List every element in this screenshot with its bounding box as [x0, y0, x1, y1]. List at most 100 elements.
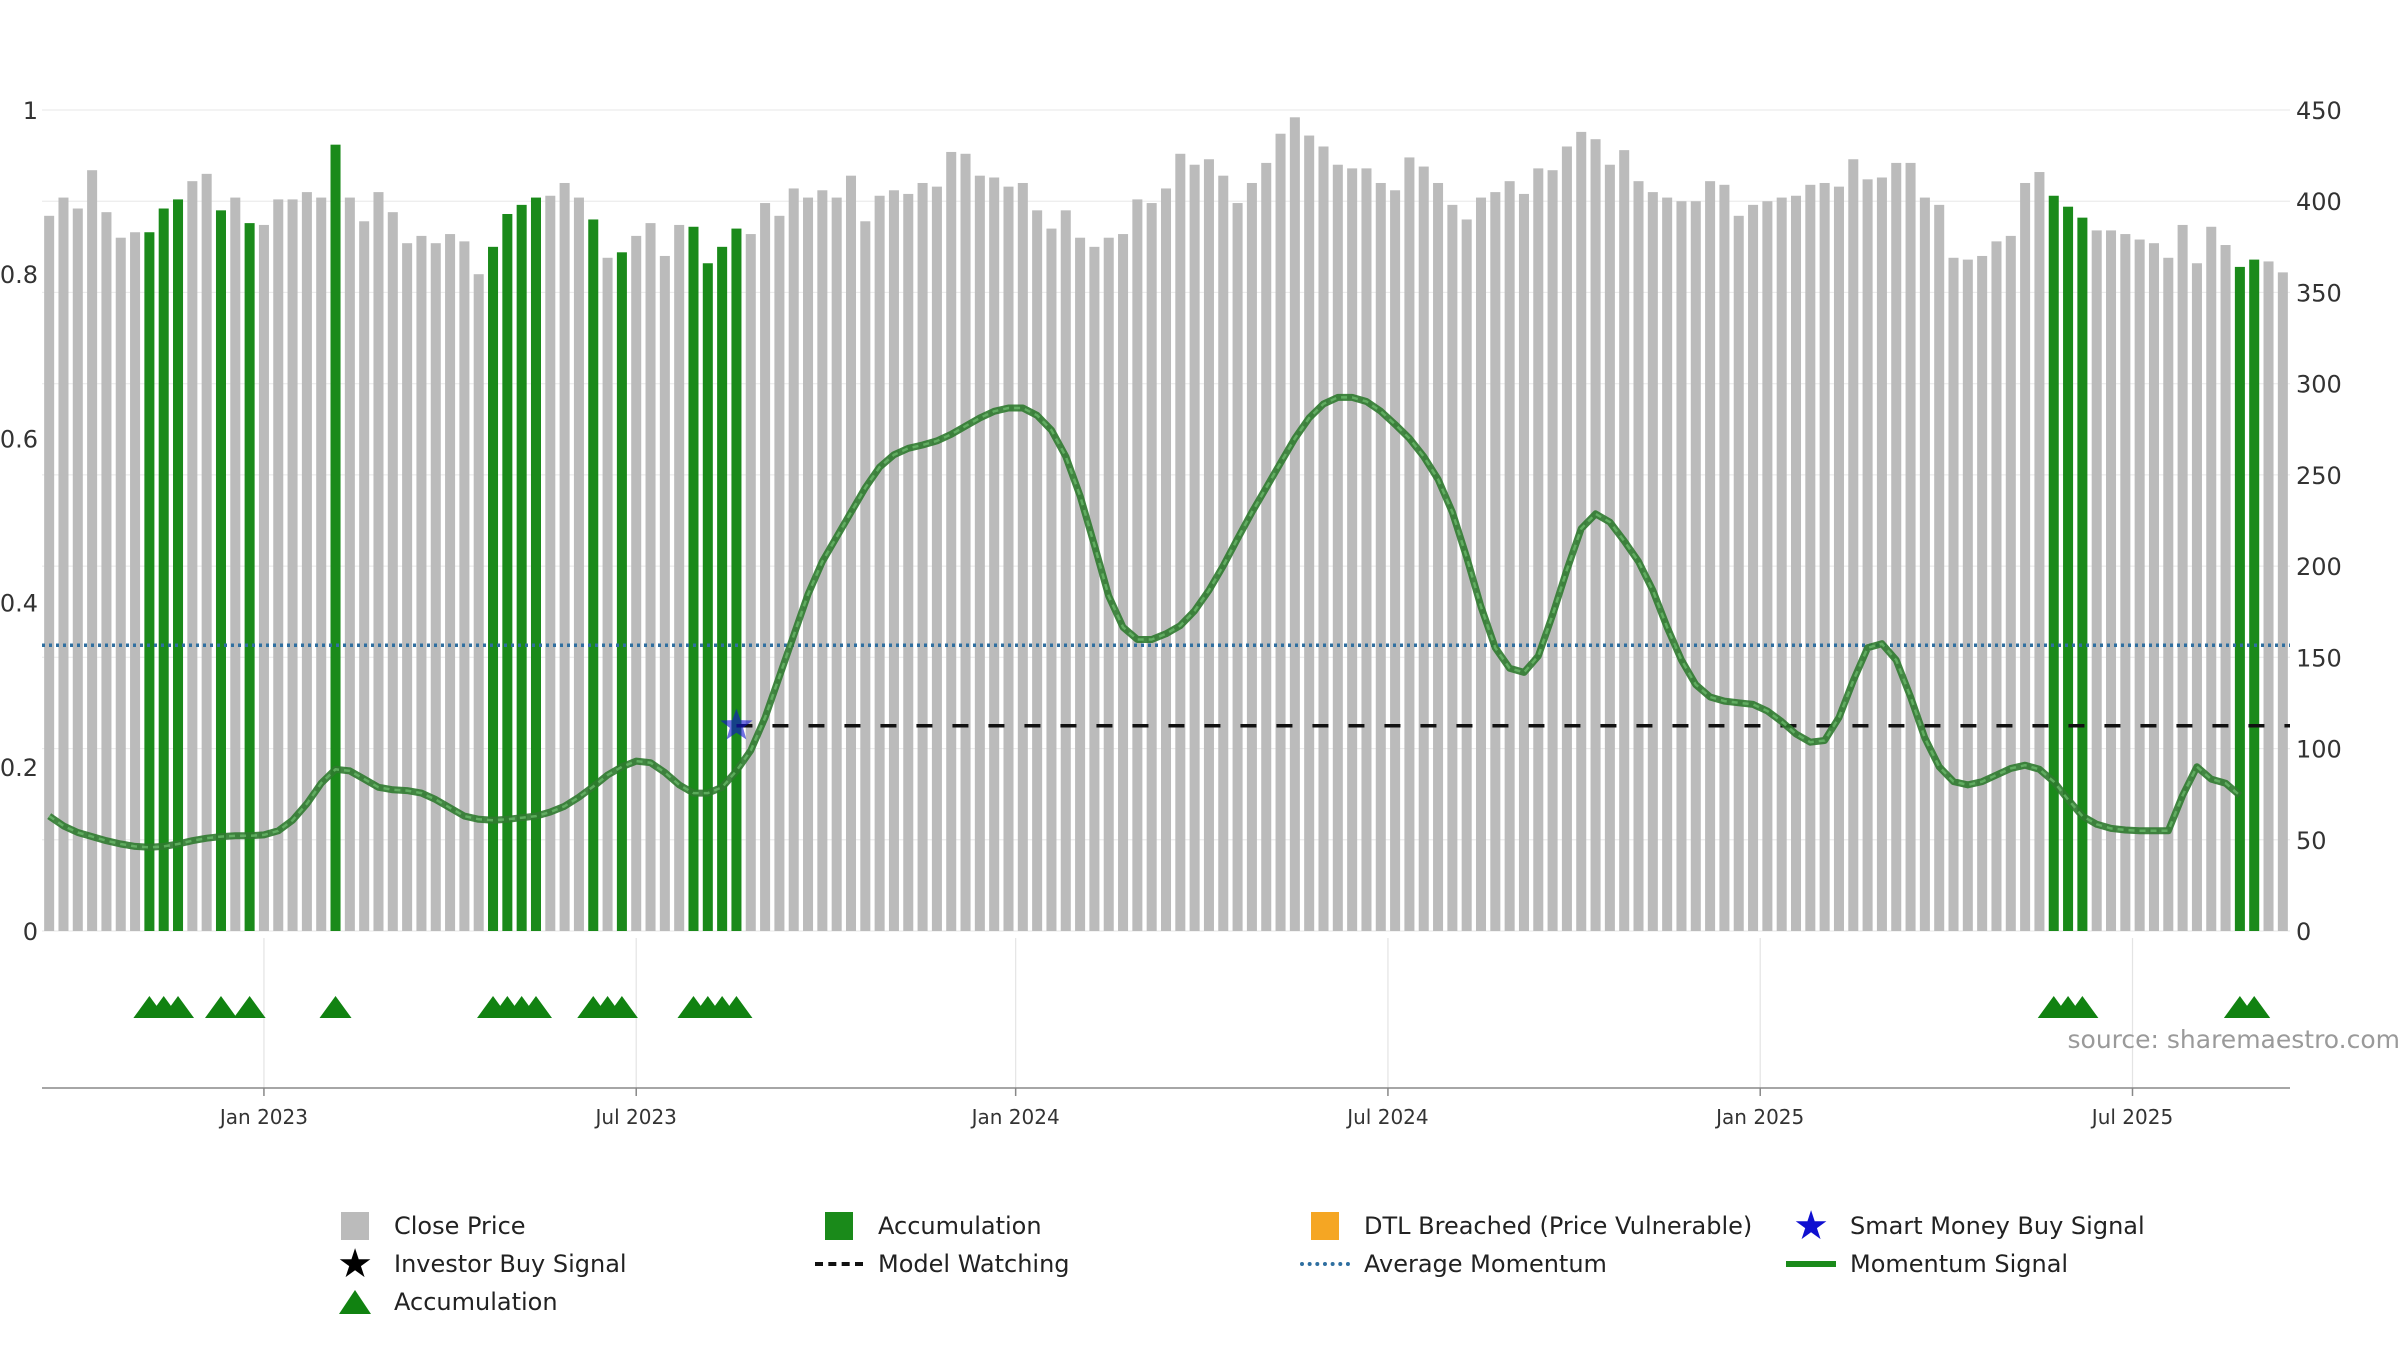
close-price-bar [1475, 197, 1487, 931]
accumulation-marker [319, 996, 352, 1018]
close-price-bar [674, 224, 685, 931]
accumulation-marker [605, 996, 638, 1018]
close-price-bar [1934, 204, 1945, 932]
accumulation-marker [162, 996, 195, 1018]
accumulation-bar [2048, 195, 2059, 931]
close-price-bar [860, 221, 871, 931]
close-price-bar [1733, 215, 1744, 932]
left-axis-tick-label: 0 [23, 918, 38, 946]
left-axis-tick-label: 1 [23, 97, 38, 125]
close-price-bar [1876, 177, 1887, 931]
accumulation-bar [616, 252, 627, 932]
close-price-bar [1962, 259, 1973, 931]
legend-momentum-signal: Momentum Signal [1786, 1246, 2068, 1282]
accumulation-marker [233, 996, 266, 1018]
close-price-bar [788, 188, 799, 931]
legend: Close Price ★ Investor Buy Signal Accumu… [330, 1203, 2230, 1338]
black-dash-line-icon [815, 1262, 863, 1266]
legend-investor-buy-label: Investor Buy Signal [394, 1250, 627, 1278]
close-price-bar [459, 241, 470, 932]
accumulation-bar [330, 144, 341, 932]
close-price-bar [373, 192, 384, 932]
close-price-bar [1418, 166, 1429, 931]
left-axis-tick-label: 0.2 [0, 754, 38, 782]
close-price-bar [1375, 182, 1386, 931]
close-price-bar [1447, 204, 1458, 932]
accumulation-bar [731, 228, 742, 932]
close-price-bar [1948, 257, 1959, 931]
accumulation-bar [702, 263, 713, 932]
close-price-bar [573, 197, 584, 931]
close-price-bar [387, 212, 398, 931]
close-price-bar [2220, 245, 2231, 931]
accumulation-marker [519, 996, 552, 1018]
close-price-bar [917, 182, 928, 931]
accumulation-bar [488, 246, 499, 932]
close-price-bar [258, 224, 269, 931]
close-price-bar [1261, 162, 1272, 932]
close-price-bar [831, 197, 842, 931]
dtl-swatch-icon [1311, 1212, 1339, 1240]
x-tick-label: Jan 2023 [218, 1105, 308, 1129]
close-price-bar [87, 170, 98, 931]
legend-dtl-breached: DTL Breached (Price Vulnerable) [1300, 1208, 1752, 1244]
x-tick-label: Jul 2023 [594, 1105, 677, 1129]
close-price-bar [1805, 184, 1816, 931]
close-price-bar [2206, 226, 2217, 931]
accumulation-bar [502, 213, 513, 931]
close-price-bar [1361, 168, 1372, 932]
close-price-bar [1533, 168, 1544, 932]
close-price-bar [115, 237, 126, 931]
right-axis-tick-label: 400 [2296, 188, 2342, 216]
close-price-bar [1046, 228, 1057, 932]
accumulation-bar [2063, 206, 2074, 931]
legend-close-price: Close Price [330, 1208, 526, 1244]
close-price-bar [1791, 195, 1802, 931]
close-price-bar [1676, 201, 1687, 931]
close-price-bar [301, 192, 312, 932]
green-triangle-icon [339, 1290, 371, 1314]
close-price-bar [960, 153, 971, 931]
close-price-bar [559, 182, 570, 931]
right-axis-tick-label: 0 [2296, 918, 2311, 946]
blue-star-icon: ★ [1793, 1203, 1829, 1249]
legend-accumulation-bar-label: Accumulation [878, 1212, 1042, 1240]
close-price-bar [659, 255, 670, 931]
close-price-bar [187, 181, 198, 932]
x-tick-label: Jul 2025 [2090, 1105, 2173, 1129]
accumulation-bar [2077, 217, 2088, 932]
accumulation-bar [173, 199, 184, 932]
legend-close-price-label: Close Price [394, 1212, 526, 1240]
close-price-bar [1504, 181, 1515, 932]
close-price-bar [1647, 192, 1658, 932]
accumulation-swatch-icon [825, 1212, 853, 1240]
close-price-bar [1175, 153, 1186, 931]
accumulation-bar [158, 208, 169, 931]
close-price-bar [1089, 246, 1100, 932]
close-price-bar [1690, 201, 1701, 931]
close-price-bar [1604, 164, 1615, 931]
close-price-bar [1433, 182, 1444, 931]
source-label: source: sharemaestro.com [2067, 1025, 2400, 1054]
x-tick-label: Jul 2024 [1345, 1105, 1428, 1129]
close-price-bar [2263, 261, 2274, 931]
close-price-bar [1518, 193, 1529, 931]
close-price-bar [1819, 182, 1830, 931]
accumulation-bar [588, 219, 599, 931]
close-price-bar [1218, 175, 1229, 931]
close-price-bar [2020, 182, 2031, 931]
accumulation-marker [2238, 996, 2271, 1018]
close-price-bar [1060, 210, 1071, 931]
close-price-bar [1132, 199, 1143, 932]
close-price-bar [1203, 159, 1214, 931]
close-price-bar [1905, 162, 1916, 932]
close-price-bar [130, 232, 141, 931]
close-price-bar [2106, 230, 2117, 931]
close-price-bar [1332, 164, 1343, 931]
right-axis-tick-label: 200 [2296, 553, 2342, 581]
right-axis-tick-label: 350 [2296, 279, 2342, 307]
close-price-bar [1977, 255, 1988, 931]
accumulation-bar [688, 226, 699, 931]
legend-average-momentum-label: Average Momentum [1364, 1250, 1607, 1278]
close-price-bar [287, 199, 298, 932]
